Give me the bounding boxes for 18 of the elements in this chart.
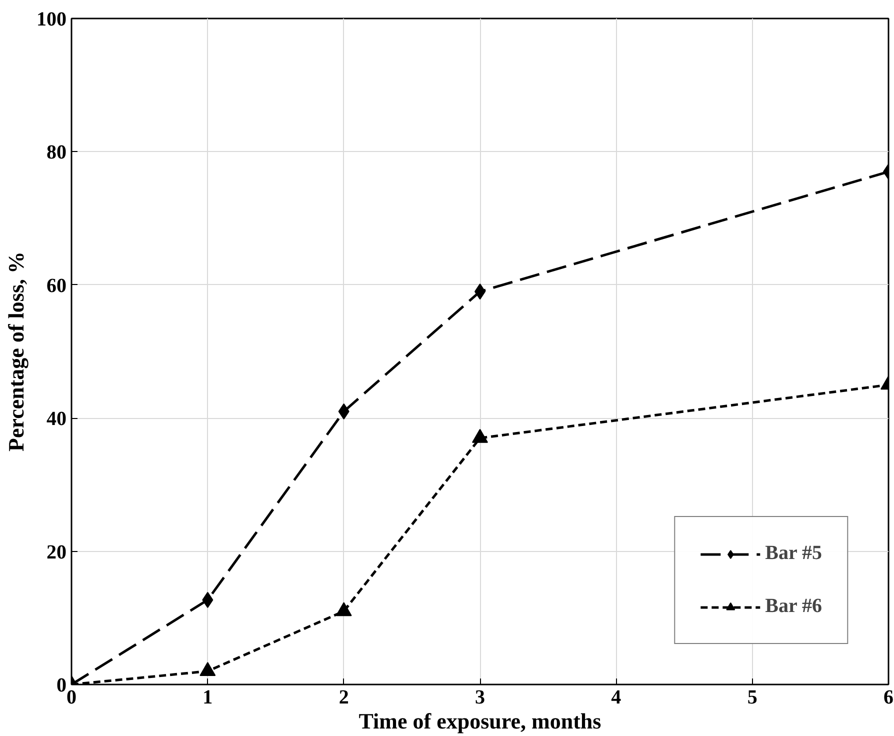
point [336,602,352,616]
legend-label: Bar #5 [765,542,822,565]
point [200,662,216,676]
x-tick-label: 4 [611,686,622,708]
point [472,428,488,443]
y-tick-label: 20 [46,541,66,564]
x-tick-label: 2 [338,686,349,708]
x-axis-title: Time of exposure, months [358,708,602,734]
x-tick-label: 3 [475,686,485,708]
y-tick-label: 80 [46,142,66,164]
x-tick-label: 5 [747,686,758,708]
y-tick-label: 100 [36,8,66,30]
y-axis-title: Percentage of loss, % [4,251,28,452]
x-tick-label: 6 [884,686,894,708]
y-tick-label: 60 [46,274,66,297]
x-tick-label: 1 [202,686,213,708]
legend-label: Bar #6 [765,595,822,618]
y-tick-label: 40 [46,408,66,430]
